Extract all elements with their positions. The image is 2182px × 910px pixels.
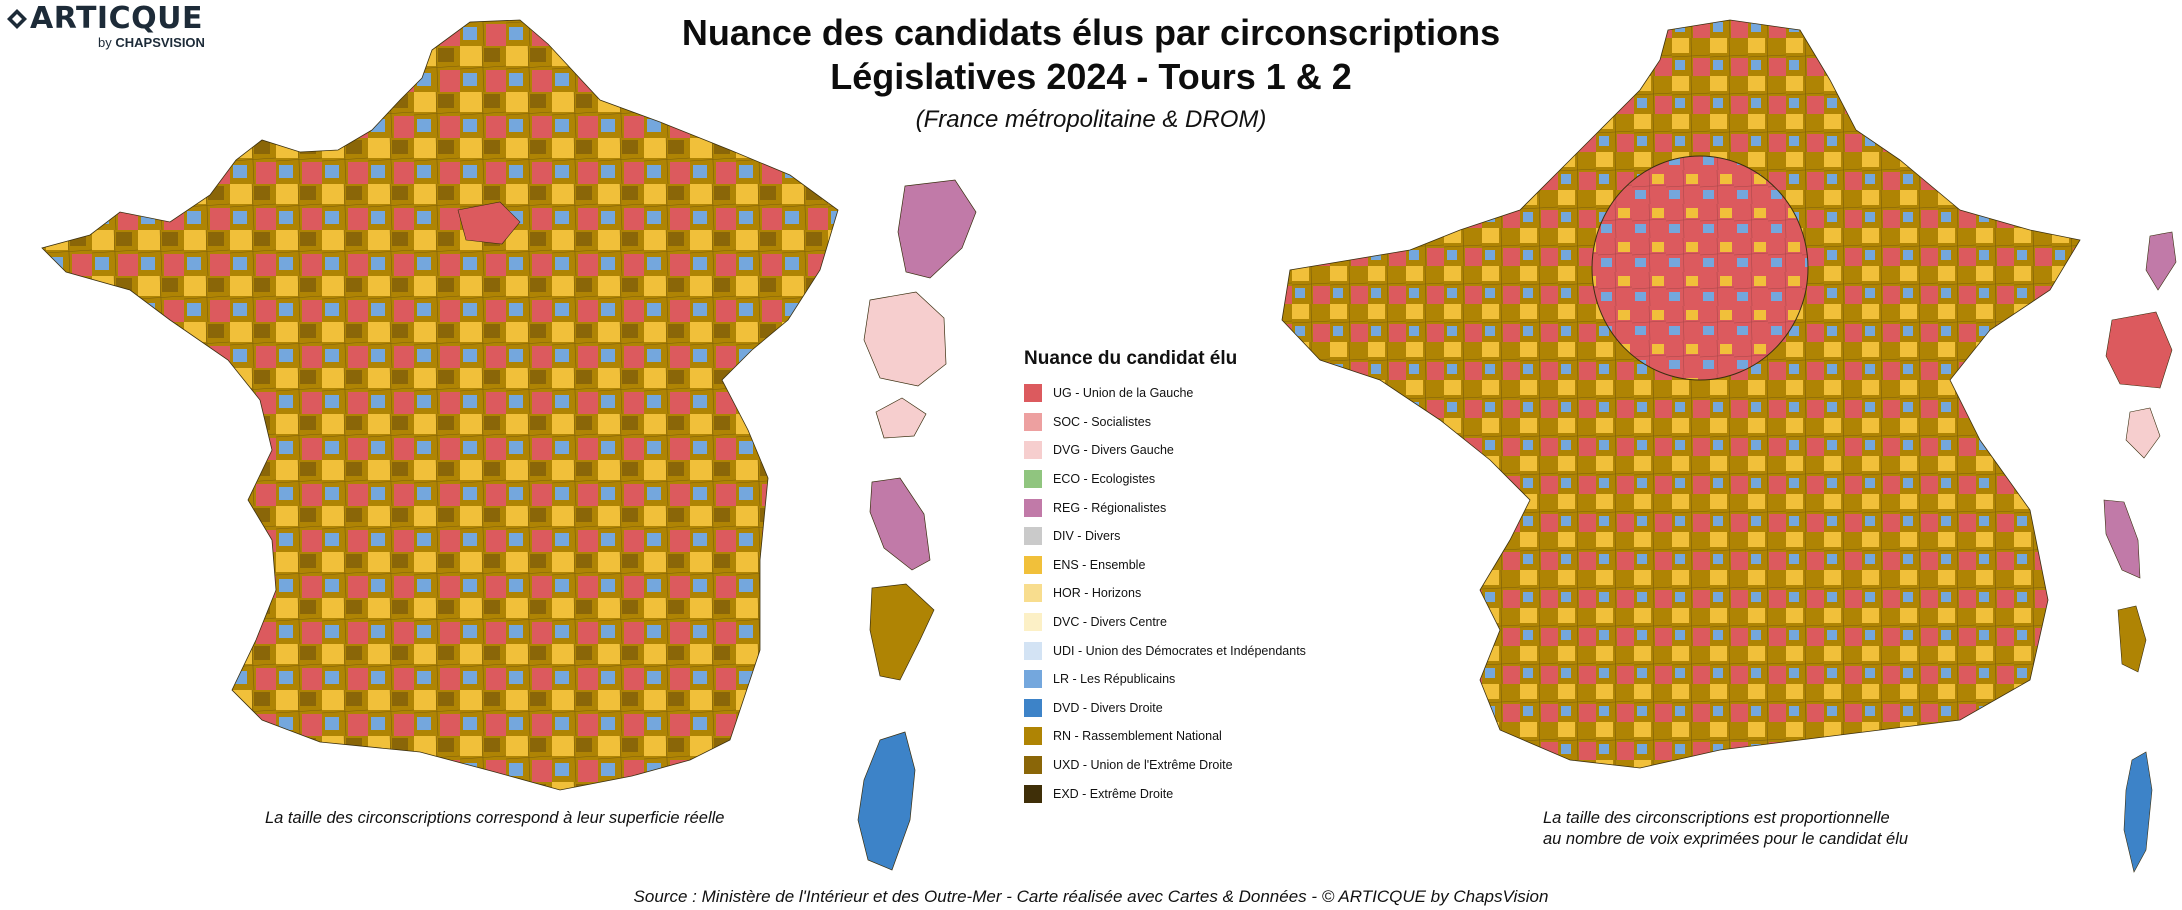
geographic-france-map bbox=[41, 19, 977, 871]
cartogram-guadeloupe-shape bbox=[2125, 407, 2161, 459]
legend-item-reg: REG - Régionalistes bbox=[1024, 493, 1306, 522]
martinique-shape bbox=[869, 477, 931, 571]
reunion-shape bbox=[863, 291, 947, 387]
legend-swatch bbox=[1024, 412, 1042, 431]
legend-title: Nuance du candidat élu bbox=[1024, 348, 1238, 369]
legend-swatch bbox=[1024, 641, 1042, 660]
legend-label: HOR - Horizons bbox=[1053, 586, 1142, 601]
map-title-line1: Nuance des candidats élus par circonscri… bbox=[681, 12, 1501, 53]
legend-item-dvd: DVD - Divers Droite bbox=[1024, 694, 1306, 723]
legend-item-soc: SOC - Socialistes bbox=[1024, 408, 1306, 437]
map-subtitle: (France métropolitaine & DROM) bbox=[915, 106, 1267, 133]
legend-label: ENS - Ensemble bbox=[1053, 557, 1146, 572]
cartogram-corsica-shape bbox=[2123, 751, 2153, 873]
articque-logo: ARTICQUE by CHAPSVISION bbox=[6, 4, 205, 50]
french-guiana-shape bbox=[897, 179, 977, 279]
caption-cartogram-map: La taille des circonscriptions est propo… bbox=[1543, 809, 1909, 848]
legend-item-eco: ECO - Ecologistes bbox=[1024, 465, 1306, 494]
source-credit: Source : Ministère de l'Intérieur et des… bbox=[633, 887, 1549, 906]
cartogram-guiana-shape bbox=[2145, 231, 2177, 291]
cartogram-martinique-shape bbox=[2103, 499, 2141, 579]
cartogram-paris-bubble bbox=[1591, 155, 1809, 381]
legend-item-div: DIV - Divers bbox=[1024, 522, 1306, 551]
legend-label: DIV - Divers bbox=[1053, 529, 1121, 544]
legend-item-hor: HOR - Horizons bbox=[1024, 579, 1306, 608]
legend-label: UG - Union de la Gauche bbox=[1053, 386, 1194, 401]
mayotte-shape bbox=[869, 583, 935, 681]
legend-item-dvc: DVC - Divers Centre bbox=[1024, 608, 1306, 637]
logo-byline: by CHAPSVISION bbox=[98, 35, 205, 50]
cartogram-reunion-shape bbox=[2105, 311, 2173, 389]
legend-label: RN - Rassemblement National bbox=[1053, 729, 1222, 744]
articque-mark-icon bbox=[7, 9, 27, 29]
legend-swatch bbox=[1024, 470, 1042, 489]
legend-item-ens: ENS - Ensemble bbox=[1024, 551, 1306, 580]
caption-geographic-map: La taille des circonscriptions correspon… bbox=[265, 809, 725, 827]
legend-label: UDI - Union des Démocrates et Indépendan… bbox=[1053, 643, 1306, 658]
paris-region-shape bbox=[457, 201, 521, 245]
legend-swatch bbox=[1024, 698, 1042, 717]
legend-swatch bbox=[1024, 756, 1042, 775]
legend-swatch bbox=[1024, 584, 1042, 603]
legend-swatch bbox=[1024, 384, 1042, 403]
legend-swatch bbox=[1024, 613, 1042, 632]
legend-label: REG - Régionalistes bbox=[1053, 500, 1167, 515]
legend-label: LR - Les Républicains bbox=[1053, 672, 1176, 687]
logo-wordmark: ARTICQUE bbox=[30, 1, 203, 36]
cartogram-france-shape bbox=[1281, 19, 2081, 769]
legend-label: UXD - Union de l'Extrême Droite bbox=[1053, 758, 1233, 773]
guadeloupe-shape bbox=[875, 397, 927, 439]
legend-item-lr: LR - Les Républicains bbox=[1024, 665, 1306, 694]
legend-label: DVG - Divers Gauche bbox=[1053, 443, 1174, 458]
legend-swatch bbox=[1024, 784, 1042, 803]
legend-label: DVD - Divers Droite bbox=[1053, 700, 1163, 715]
legend-label: EXD - Extrême Droite bbox=[1053, 786, 1174, 801]
legend-swatch bbox=[1024, 670, 1042, 689]
legend-item-dvg: DVG - Divers Gauche bbox=[1024, 436, 1306, 465]
cartogram-mayotte-shape bbox=[2117, 605, 2147, 673]
legend-swatch bbox=[1024, 498, 1042, 517]
legend-swatch bbox=[1024, 727, 1042, 746]
map-title-line2: Législatives 2024 - Tours 1 & 2 bbox=[830, 56, 1352, 97]
legend-item-rn: RN - Rassemblement National bbox=[1024, 722, 1306, 751]
legend-swatch bbox=[1024, 441, 1042, 460]
legend-swatch bbox=[1024, 527, 1042, 546]
corsica-shape bbox=[857, 731, 916, 871]
legend-item-exd: EXD - Extrême Droite bbox=[1024, 779, 1306, 808]
legend-label: ECO - Ecologistes bbox=[1053, 472, 1156, 487]
map-legend: Nuance du candidat élu UG - Union de la … bbox=[1024, 348, 1306, 808]
metropolitan-france-shape bbox=[41, 19, 839, 791]
cartogram-france-map bbox=[1281, 19, 2177, 873]
legend-item-ug: UG - Union de la Gauche bbox=[1024, 379, 1306, 408]
legend-item-uxd: UXD - Union de l'Extrême Droite bbox=[1024, 751, 1306, 780]
legend-label: SOC - Socialistes bbox=[1053, 414, 1151, 429]
legend-label: DVC - Divers Centre bbox=[1053, 615, 1167, 630]
legend-item-udi: UDI - Union des Démocrates et Indépendan… bbox=[1024, 636, 1306, 665]
legend-swatch bbox=[1024, 555, 1042, 574]
